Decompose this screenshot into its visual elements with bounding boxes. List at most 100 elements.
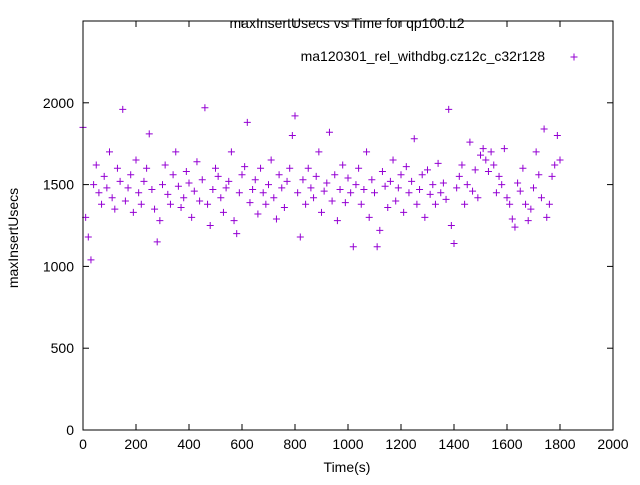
data-point bbox=[424, 166, 431, 174]
data-point bbox=[246, 199, 254, 207]
data-point bbox=[535, 171, 543, 179]
data-point bbox=[466, 138, 474, 146]
data-point bbox=[164, 190, 172, 198]
data-point bbox=[447, 222, 455, 229]
x-tick-label: 1400 bbox=[438, 436, 469, 452]
data-point bbox=[461, 200, 469, 208]
data-point bbox=[315, 148, 323, 156]
data-point bbox=[286, 164, 294, 172]
data-point bbox=[410, 135, 418, 143]
data-point bbox=[280, 204, 288, 212]
data-point bbox=[389, 156, 397, 164]
data-point bbox=[212, 164, 219, 172]
data-point bbox=[386, 177, 394, 185]
data-point bbox=[121, 197, 129, 205]
data-point bbox=[222, 184, 230, 192]
data-point bbox=[283, 177, 291, 185]
data-point bbox=[352, 181, 360, 189]
data-point bbox=[177, 204, 185, 212]
data-point bbox=[363, 148, 371, 156]
data-point bbox=[190, 187, 198, 195]
data-point bbox=[127, 171, 135, 179]
data-point bbox=[241, 163, 249, 171]
data-point bbox=[92, 161, 100, 169]
data-point bbox=[304, 164, 312, 172]
chart-title: maxInsertUsecs vs Time for qp100.L2 bbox=[230, 15, 465, 31]
data-point bbox=[95, 189, 103, 197]
data-point bbox=[397, 171, 405, 179]
data-point bbox=[371, 189, 378, 197]
data-point bbox=[235, 189, 243, 197]
data-point bbox=[532, 148, 540, 156]
legend-label: ma120301_rel_withdbg.cz12c_c32r128 bbox=[301, 48, 546, 64]
data-point bbox=[357, 200, 365, 208]
data-point bbox=[355, 164, 363, 172]
x-tick-label: 1000 bbox=[332, 436, 363, 452]
data-point bbox=[333, 217, 341, 225]
data-point bbox=[421, 213, 429, 221]
data-point bbox=[556, 156, 564, 164]
data-point bbox=[302, 200, 310, 208]
data-point bbox=[108, 194, 116, 202]
data-point bbox=[548, 172, 556, 180]
data-point bbox=[129, 208, 137, 216]
y-tick-label: 1000 bbox=[43, 258, 74, 274]
data-point bbox=[238, 171, 246, 179]
data-point bbox=[508, 215, 516, 223]
data-point bbox=[392, 197, 400, 205]
data-point bbox=[527, 205, 535, 213]
data-point bbox=[161, 161, 169, 169]
data-point bbox=[453, 184, 461, 192]
data-point bbox=[474, 194, 482, 202]
data-point bbox=[365, 213, 373, 221]
data-point bbox=[500, 145, 508, 153]
data-point bbox=[418, 171, 426, 179]
data-point bbox=[347, 189, 355, 197]
data-point bbox=[490, 161, 498, 169]
data-point bbox=[405, 189, 413, 197]
y-tick-label: 0 bbox=[66, 422, 74, 438]
x-axis-label: Time(s) bbox=[324, 459, 371, 475]
data-point bbox=[416, 186, 424, 194]
data-point bbox=[153, 238, 161, 246]
data-point bbox=[530, 184, 537, 192]
data-point bbox=[495, 172, 503, 180]
data-point bbox=[484, 168, 492, 176]
data-point bbox=[262, 200, 270, 208]
data-point bbox=[230, 217, 238, 225]
data-point bbox=[135, 189, 143, 197]
data-point bbox=[193, 158, 201, 166]
data-point bbox=[439, 179, 447, 187]
x-tick-label: 600 bbox=[230, 436, 254, 452]
legend-marker-plus-icon bbox=[570, 53, 578, 61]
y-tick-label: 2000 bbox=[43, 95, 74, 111]
data-point bbox=[323, 179, 331, 187]
data-point bbox=[227, 148, 235, 156]
data-point bbox=[294, 189, 302, 197]
data-point bbox=[159, 181, 166, 189]
x-tick-label: 800 bbox=[283, 436, 307, 452]
data-point bbox=[307, 184, 315, 192]
plot-frame bbox=[82, 20, 614, 431]
data-point bbox=[445, 105, 453, 113]
data-point bbox=[299, 176, 307, 184]
x-tick-label: 2000 bbox=[597, 436, 628, 452]
x-tick-label: 400 bbox=[177, 436, 201, 452]
data-point bbox=[243, 118, 251, 126]
data-point bbox=[209, 186, 217, 194]
data-point bbox=[272, 215, 280, 223]
data-point bbox=[394, 184, 402, 192]
data-point bbox=[182, 168, 190, 176]
data-point bbox=[320, 187, 328, 195]
data-point bbox=[503, 194, 511, 202]
data-point bbox=[429, 181, 437, 189]
data-point bbox=[145, 130, 153, 138]
data-point bbox=[378, 168, 386, 176]
data-point bbox=[384, 204, 392, 212]
data-point bbox=[341, 199, 349, 207]
data-point bbox=[275, 171, 283, 179]
data-point bbox=[233, 230, 241, 238]
data-point bbox=[201, 104, 209, 112]
data-point bbox=[225, 177, 233, 185]
